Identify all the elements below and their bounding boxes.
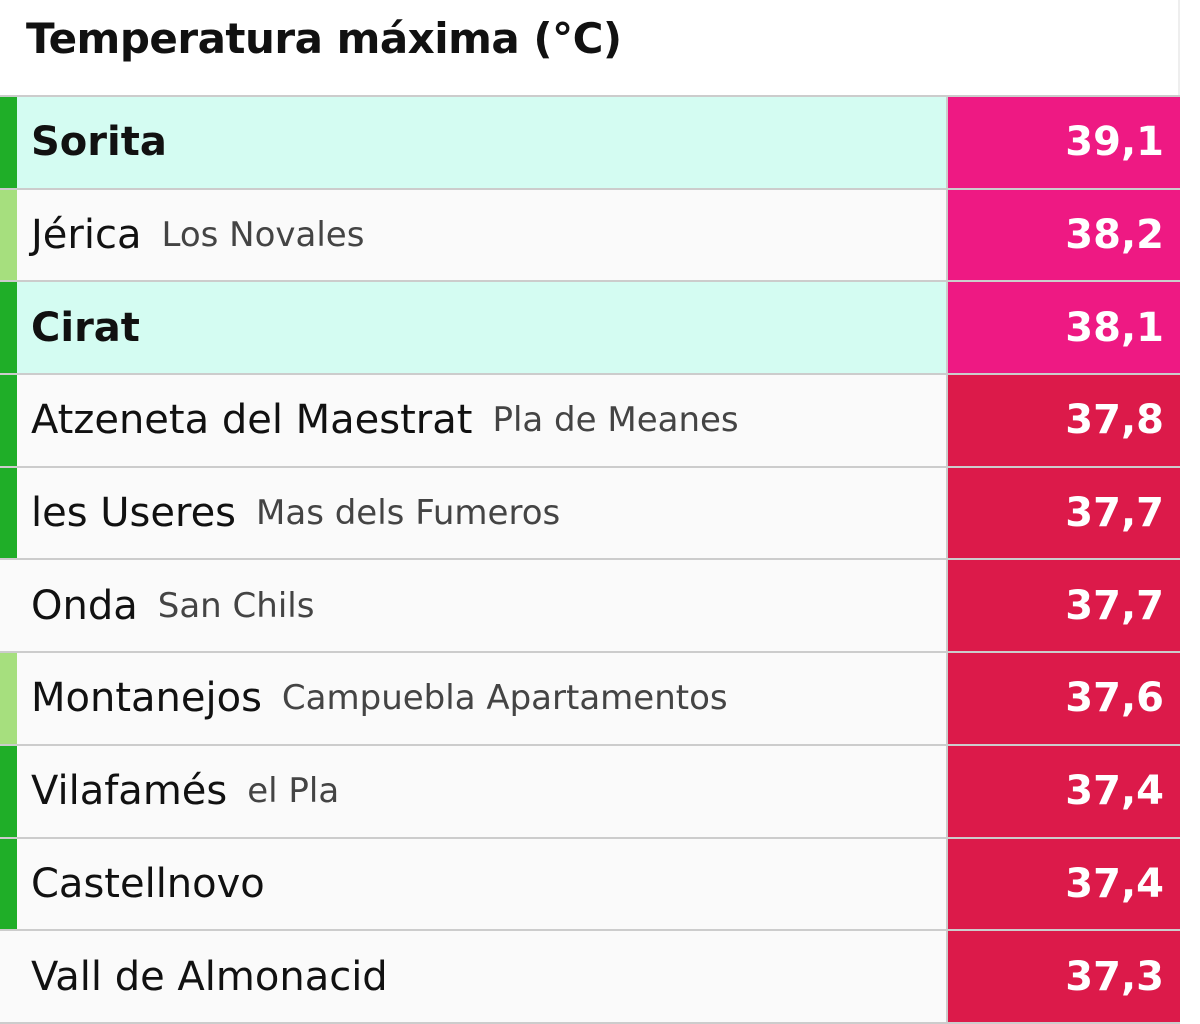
temperature-table: Sorita 39,1 Jérica Los Novales 38,2 Cirat 38,1…	[0, 95, 1180, 1024]
station-town: Sorita	[31, 119, 167, 166]
table-row[interactable]: Atzeneta del Maestrat Pla de Meanes 37,8	[0, 375, 1180, 468]
table-row[interactable]: Onda San Chils 37,7	[0, 560, 1180, 654]
station-name: Sorita	[17, 97, 946, 188]
station-location: el Pla	[247, 771, 340, 812]
station-status-bar	[0, 189, 17, 281]
station-town: Vilafamés	[31, 768, 228, 815]
temperature-value: 39,1	[946, 97, 1180, 188]
station-town: Cirat	[31, 304, 140, 351]
temperature-value: 38,1	[946, 282, 1180, 374]
table-row[interactable]: Jérica Los Novales 38,2	[0, 189, 1180, 283]
right-edge	[1178, 0, 1200, 1024]
station-name: Atzeneta del Maestrat Pla de Meanes	[17, 375, 946, 466]
station-town: les Useres	[31, 490, 237, 537]
station-name: Onda San Chils	[17, 560, 946, 651]
table-row[interactable]: Montanejos Campuebla Apartamentos 37,6	[0, 653, 1180, 746]
station-status-bar	[0, 838, 17, 930]
station-name: les Useres Mas dels Fumeros	[17, 468, 946, 559]
station-town: Atzeneta del Maestrat	[31, 397, 473, 444]
table-row[interactable]: Sorita 39,1	[0, 97, 1180, 190]
station-name: Vall de Almonacid	[17, 931, 946, 1022]
station-status-bar	[0, 282, 17, 374]
station-town: Castellnovo	[31, 860, 265, 907]
station-town: Montanejos	[31, 675, 262, 722]
station-status-bar	[0, 97, 17, 188]
station-name: Castellnovo	[17, 839, 946, 930]
station-status-bar	[0, 375, 17, 466]
station-status-bar	[0, 931, 17, 1022]
station-name: Cirat	[17, 282, 946, 373]
station-status-bar	[0, 467, 17, 559]
table-title: Temperatura máxima (°C)	[26, 14, 622, 63]
station-name: Vilafamés el Pla	[17, 746, 946, 837]
temperature-value: 38,2	[946, 189, 1180, 281]
station-location: Mas dels Fumeros	[256, 493, 561, 534]
station-name: Jérica Los Novales	[17, 190, 946, 281]
station-status-bar	[0, 560, 17, 651]
temperature-value: 37,4	[946, 745, 1180, 837]
station-location: Pla de Meanes	[492, 400, 739, 441]
station-town: Jérica	[31, 212, 142, 259]
table-row[interactable]: Cirat 38,1	[0, 282, 1180, 376]
temperature-value: 37,8	[946, 375, 1180, 466]
station-location: Campuebla Apartamentos	[281, 678, 728, 719]
temperature-value: 37,6	[946, 653, 1180, 744]
station-town: Vall de Almonacid	[31, 953, 388, 1000]
table-row[interactable]: Castellnovo 37,4	[0, 838, 1180, 932]
station-location: San Chils	[157, 585, 315, 626]
table-row[interactable]: Vall de Almonacid 37,3	[0, 931, 1180, 1024]
temperature-value: 37,7	[946, 560, 1180, 652]
station-town: Onda	[31, 582, 138, 629]
temperature-value: 37,7	[946, 467, 1180, 559]
station-status-bar	[0, 653, 17, 744]
temperature-value: 37,3	[946, 931, 1180, 1022]
station-name: Montanejos Campuebla Apartamentos	[17, 653, 946, 744]
station-status-bar	[0, 745, 17, 837]
table-row[interactable]: les Useres Mas dels Fumeros 37,7	[0, 467, 1180, 561]
station-location: Los Novales	[161, 215, 365, 256]
table-row[interactable]: Vilafamés el Pla 37,4	[0, 745, 1180, 839]
temperature-value: 37,4	[946, 838, 1180, 930]
